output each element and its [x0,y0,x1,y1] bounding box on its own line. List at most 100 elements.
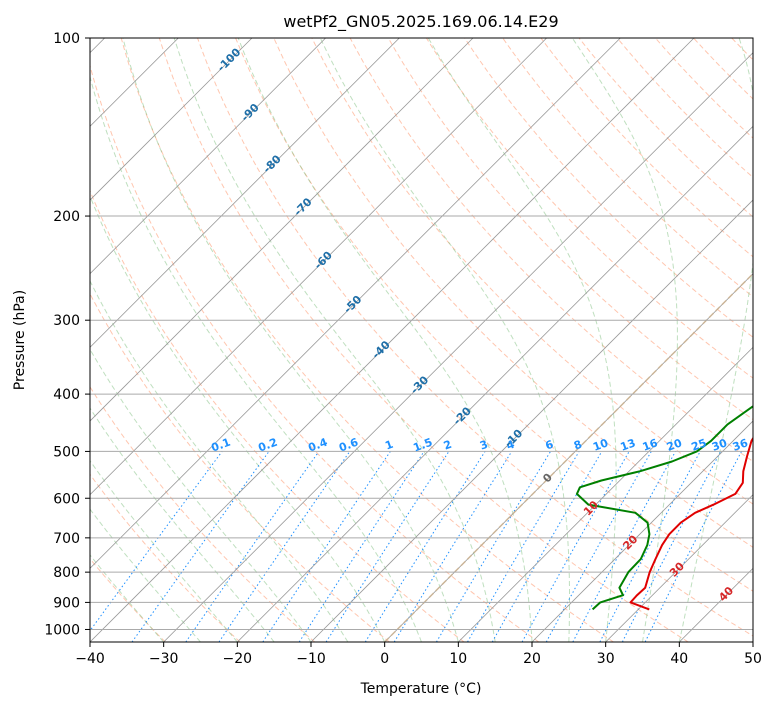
dry-adiabat [655,38,753,139]
moist-adiabat [571,38,678,642]
mixing-ratio-label: 3 [478,438,490,453]
moist-adiabat [319,38,570,642]
dry-adiabat [770,38,775,642]
mixing-ratio-line [393,451,513,642]
y-axis-label: Pressure (hPa) [12,290,28,390]
moist-adiabat [90,508,201,642]
mixing-ratio-line [325,451,450,642]
isotherm-label: -80 [261,152,284,175]
moist-adiabat [90,279,349,642]
mixing-ratio-line [644,451,742,642]
mixing-ratio-label: 8 [572,438,584,453]
y-tick-label: 800 [53,565,80,581]
isotherm-label: 40 [716,584,736,604]
temperature-profile [629,436,753,611]
isotherm-line [90,38,547,496]
x-axis-label: Temperature (°C) [360,681,482,697]
moist-adiabat [678,38,753,642]
mixing-ratio-label: 6 [544,438,556,453]
isotherm-zero-line [384,272,753,642]
dry-adiabat [90,189,465,642]
isotherm-line [679,567,753,642]
isotherm-label: -100 [215,45,244,74]
mixing-ratio-label: 0.1 [210,436,233,455]
mixing-ratio-line [621,451,722,642]
isotherm-label: -60 [312,249,335,272]
dry-adiabat [90,292,390,642]
y-tick-label: 500 [53,444,80,460]
mixing-ratio-line [435,451,552,642]
isotherm-line [90,38,326,275]
moist-adiabat [90,554,165,642]
dry-adiabat [425,38,753,379]
mixing-ratio-label: 36 [731,436,750,454]
isotherm-line [90,38,695,642]
y-tick-label: 700 [53,531,80,547]
mixing-ratio-line [364,451,486,642]
isotherm-line [752,641,753,642]
moist-adiabat [90,459,238,642]
y-tick-label: 900 [53,595,80,611]
x-tick-label: −10 [296,651,326,667]
y-tick-label: 400 [53,387,80,403]
dry-adiabat [158,38,689,642]
dry-adiabat [387,38,753,421]
isotherm-label: -40 [370,338,393,361]
moist-adiabat [90,194,386,642]
y-tick-label: 1000 [44,623,80,639]
dewpoint-profile [575,405,753,611]
x-tick-label: 0 [380,651,389,667]
isotherm-label: -10 [502,427,525,450]
y-tick-label: 100 [53,31,80,47]
isotherm-label: -20 [451,404,474,427]
isotherm-line [90,38,621,569]
isotherm-line [384,273,753,642]
x-tick-label: 10 [449,651,467,667]
moist-adiabat [90,407,275,642]
isotherm-line [605,494,753,642]
dry-adiabat [120,38,614,642]
isotherm-label: 20 [620,532,640,552]
mixing-ratio-line [545,451,652,642]
mixing-ratio-label: 2 [442,438,454,453]
dry-adiabat [90,63,540,642]
isotherm-label: -50 [341,293,364,316]
x-tick-label: −40 [75,651,105,667]
moist-adiabat [90,348,312,642]
isotherm-label: -70 [291,195,314,218]
dry-adiabat [235,38,753,592]
mixing-ratio-line [298,451,425,642]
mixing-ratio-line [521,451,630,642]
isotherm-line [458,346,753,642]
isotherm-line [163,52,753,642]
dry-adiabat [90,385,316,642]
y-tick-label: 600 [53,491,80,507]
mixing-ratio-line [218,451,351,642]
mixing-ratio-line [90,451,223,632]
mixing-ratio-label: 4 [505,438,517,453]
isotherm-line [90,38,253,201]
isotherm-line [531,420,753,642]
mixing-ratio-line [262,451,391,642]
y-tick-label: 200 [53,209,80,225]
moist-adiabat [173,38,496,642]
dry-adiabat [693,38,753,100]
mixing-ratio-line [467,451,580,642]
isotherm-label: -30 [408,373,431,396]
mixing-ratio-label: 0.4 [306,436,329,455]
plot-frame [89,37,754,643]
isotherm-line [90,38,474,422]
x-tick-label: −20 [223,651,253,667]
moist-adiabat [237,38,533,642]
dry-adiabat [90,473,241,642]
moist-adiabat [122,38,459,642]
mixing-ratio-label: 20 [665,436,684,454]
x-tick-label: −30 [149,651,179,667]
dry-adiabat [273,38,753,548]
isotherm-line [90,38,400,348]
x-tick-label: 20 [523,651,541,667]
mixing-ratio-line [572,451,676,642]
isotherm-label: -90 [239,101,262,124]
dry-adiabat [349,38,753,463]
